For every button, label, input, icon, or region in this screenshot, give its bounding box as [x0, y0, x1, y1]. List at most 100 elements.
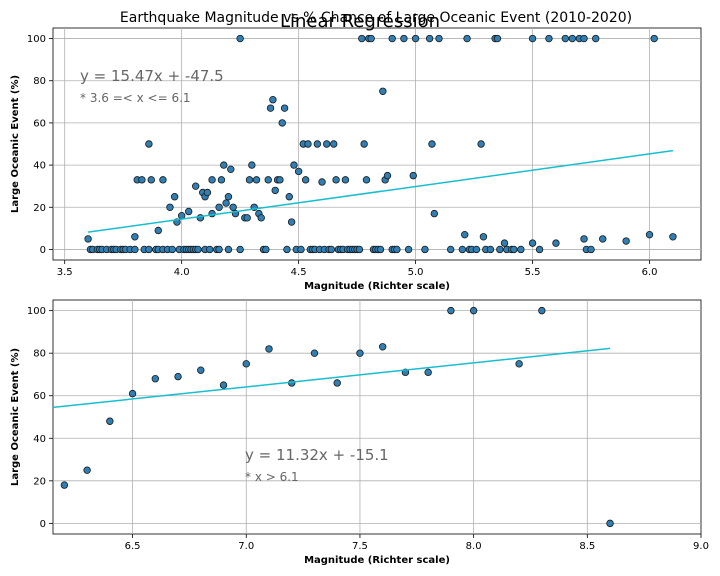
data-point	[203, 188, 212, 197]
data-point	[194, 245, 202, 254]
y-tick-label: 80	[33, 76, 46, 87]
data-point	[535, 245, 544, 254]
data-point	[151, 375, 160, 383]
y-tick-label: 60	[33, 118, 46, 129]
data-point	[297, 245, 305, 254]
data-point	[545, 34, 553, 43]
data-point	[283, 245, 291, 254]
data-point	[528, 34, 537, 43]
data-point	[379, 87, 387, 95]
data-point	[333, 379, 341, 387]
top-chart-x-ticks: 3.5 4.0 4.5 5.0 5.5 6.0	[57, 260, 658, 278]
data-point	[84, 235, 92, 243]
top-chart-equation: y = 15.47x + -47.5	[80, 67, 224, 85]
data-point	[404, 245, 413, 254]
data-point	[222, 199, 230, 207]
data-point	[271, 186, 279, 195]
data-point	[168, 245, 177, 254]
data-point	[472, 245, 481, 254]
y-tick-label: 0	[40, 245, 46, 256]
data-point	[248, 161, 256, 169]
top-chart: 3.5 4.0 4.5 5.0 5.5 6.0 0 20 40 60 80 100 y = 15.4…	[10, 27, 702, 292]
data-point	[184, 207, 193, 216]
data-point	[83, 466, 91, 474]
data-point	[257, 214, 265, 222]
top-chart-x-axis-label: Magnitude (Richter scale)	[304, 281, 450, 292]
data-point	[310, 349, 319, 357]
data-point	[496, 245, 504, 254]
data-point	[318, 178, 326, 186]
x-tick-label: 8.0	[466, 541, 482, 552]
y-tick-label: 80	[33, 349, 46, 360]
data-point	[645, 230, 654, 239]
data-point	[301, 176, 310, 184]
data-point	[515, 360, 523, 368]
data-point	[378, 343, 387, 351]
data-point	[479, 233, 488, 241]
x-tick-label: 6.0	[642, 267, 658, 278]
data-point	[332, 176, 340, 184]
data-point	[360, 140, 368, 148]
data-point	[327, 245, 336, 254]
data-point	[424, 368, 432, 377]
data-point	[313, 140, 322, 148]
data-point	[166, 203, 174, 211]
data-point	[269, 96, 277, 104]
bottom-chart-y-axis-label: Large Oceanic Event (%)	[10, 348, 21, 486]
data-point	[356, 349, 364, 357]
data-point	[252, 176, 261, 184]
data-point	[669, 233, 677, 241]
data-point	[294, 167, 303, 176]
data-point	[428, 140, 436, 148]
data-point	[393, 245, 401, 254]
data-point	[145, 245, 153, 254]
data-point	[131, 233, 139, 241]
data-point	[229, 203, 237, 211]
data-point	[106, 417, 114, 425]
data-point	[242, 360, 250, 368]
x-tick-label: 4.5	[291, 267, 307, 278]
data-point	[236, 34, 244, 43]
top-chart-points	[84, 34, 677, 254]
top-chart-y-ticks: 0 20 40 60 80 100	[27, 34, 53, 256]
data-point	[409, 171, 417, 180]
data-point	[192, 182, 200, 190]
data-point	[278, 119, 286, 127]
data-point	[280, 104, 289, 112]
bottom-chart-x-axis-label: Magnitude (Richter scale)	[304, 555, 450, 566]
data-point	[446, 245, 455, 254]
data-point	[493, 34, 502, 43]
data-point	[400, 34, 408, 43]
data-point	[510, 245, 518, 254]
data-point	[411, 34, 420, 43]
data-point	[170, 193, 179, 201]
data-point	[500, 239, 509, 247]
data-point	[458, 245, 467, 254]
data-point	[197, 366, 205, 374]
bottom-chart-y-ticks: 0 20 40 60 80 100	[27, 306, 53, 530]
data-point	[219, 381, 228, 389]
data-point	[262, 245, 270, 254]
top-chart-condition: * 3.6 =< x <= 6.1	[80, 91, 191, 105]
data-point	[355, 245, 364, 254]
data-point	[435, 34, 443, 43]
top-chart-regression-line	[87, 149, 674, 233]
figure-suptitle: Earthquake Magnitude vs % Chance of Larg…	[120, 10, 632, 26]
data-point	[285, 193, 293, 201]
bottom-chart-regression-line	[52, 347, 611, 409]
data-point	[650, 34, 658, 43]
data-point	[154, 226, 162, 235]
data-point	[561, 34, 570, 43]
data-point	[217, 176, 226, 184]
data-point	[376, 245, 385, 254]
data-point	[215, 245, 223, 254]
data-point	[128, 389, 137, 398]
data-point	[323, 140, 331, 148]
data-point	[224, 245, 233, 254]
data-point	[528, 239, 537, 247]
data-point	[341, 176, 350, 184]
data-point	[330, 140, 338, 148]
data-point	[145, 140, 153, 148]
x-tick-label: 4.0	[174, 267, 190, 278]
y-tick-label: 100	[27, 306, 46, 317]
